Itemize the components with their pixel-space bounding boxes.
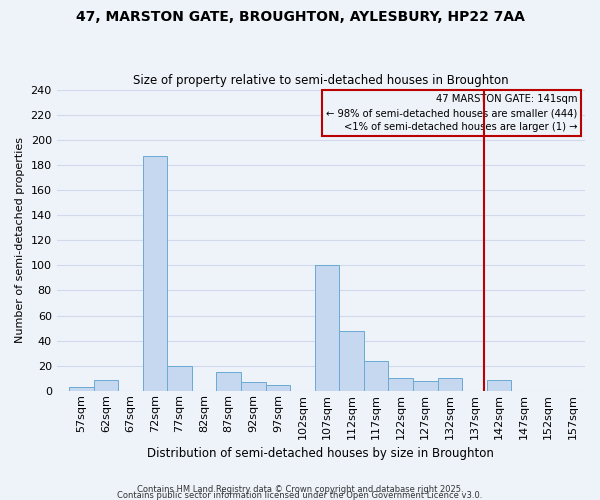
Bar — [217, 372, 241, 391]
Bar — [314, 266, 339, 391]
Title: Size of property relative to semi-detached houses in Broughton: Size of property relative to semi-detach… — [133, 74, 509, 87]
X-axis label: Distribution of semi-detached houses by size in Broughton: Distribution of semi-detached houses by … — [148, 447, 494, 460]
Bar — [143, 156, 167, 391]
Bar — [487, 380, 511, 391]
Bar — [94, 380, 118, 391]
Bar — [388, 378, 413, 391]
Bar — [339, 330, 364, 391]
Bar — [69, 387, 94, 391]
Text: 47, MARSTON GATE, BROUGHTON, AYLESBURY, HP22 7AA: 47, MARSTON GATE, BROUGHTON, AYLESBURY, … — [76, 10, 524, 24]
Y-axis label: Number of semi-detached properties: Number of semi-detached properties — [15, 137, 25, 343]
Bar — [437, 378, 462, 391]
Bar — [167, 366, 192, 391]
Text: 47 MARSTON GATE: 141sqm
← 98% of semi-detached houses are smaller (444)
<1% of s: 47 MARSTON GATE: 141sqm ← 98% of semi-de… — [326, 94, 577, 132]
Bar — [364, 361, 388, 391]
Text: Contains public sector information licensed under the Open Government Licence v3: Contains public sector information licen… — [118, 490, 482, 500]
Text: Contains HM Land Registry data © Crown copyright and database right 2025.: Contains HM Land Registry data © Crown c… — [137, 484, 463, 494]
Bar — [413, 381, 437, 391]
Bar — [241, 382, 266, 391]
Bar — [266, 384, 290, 391]
